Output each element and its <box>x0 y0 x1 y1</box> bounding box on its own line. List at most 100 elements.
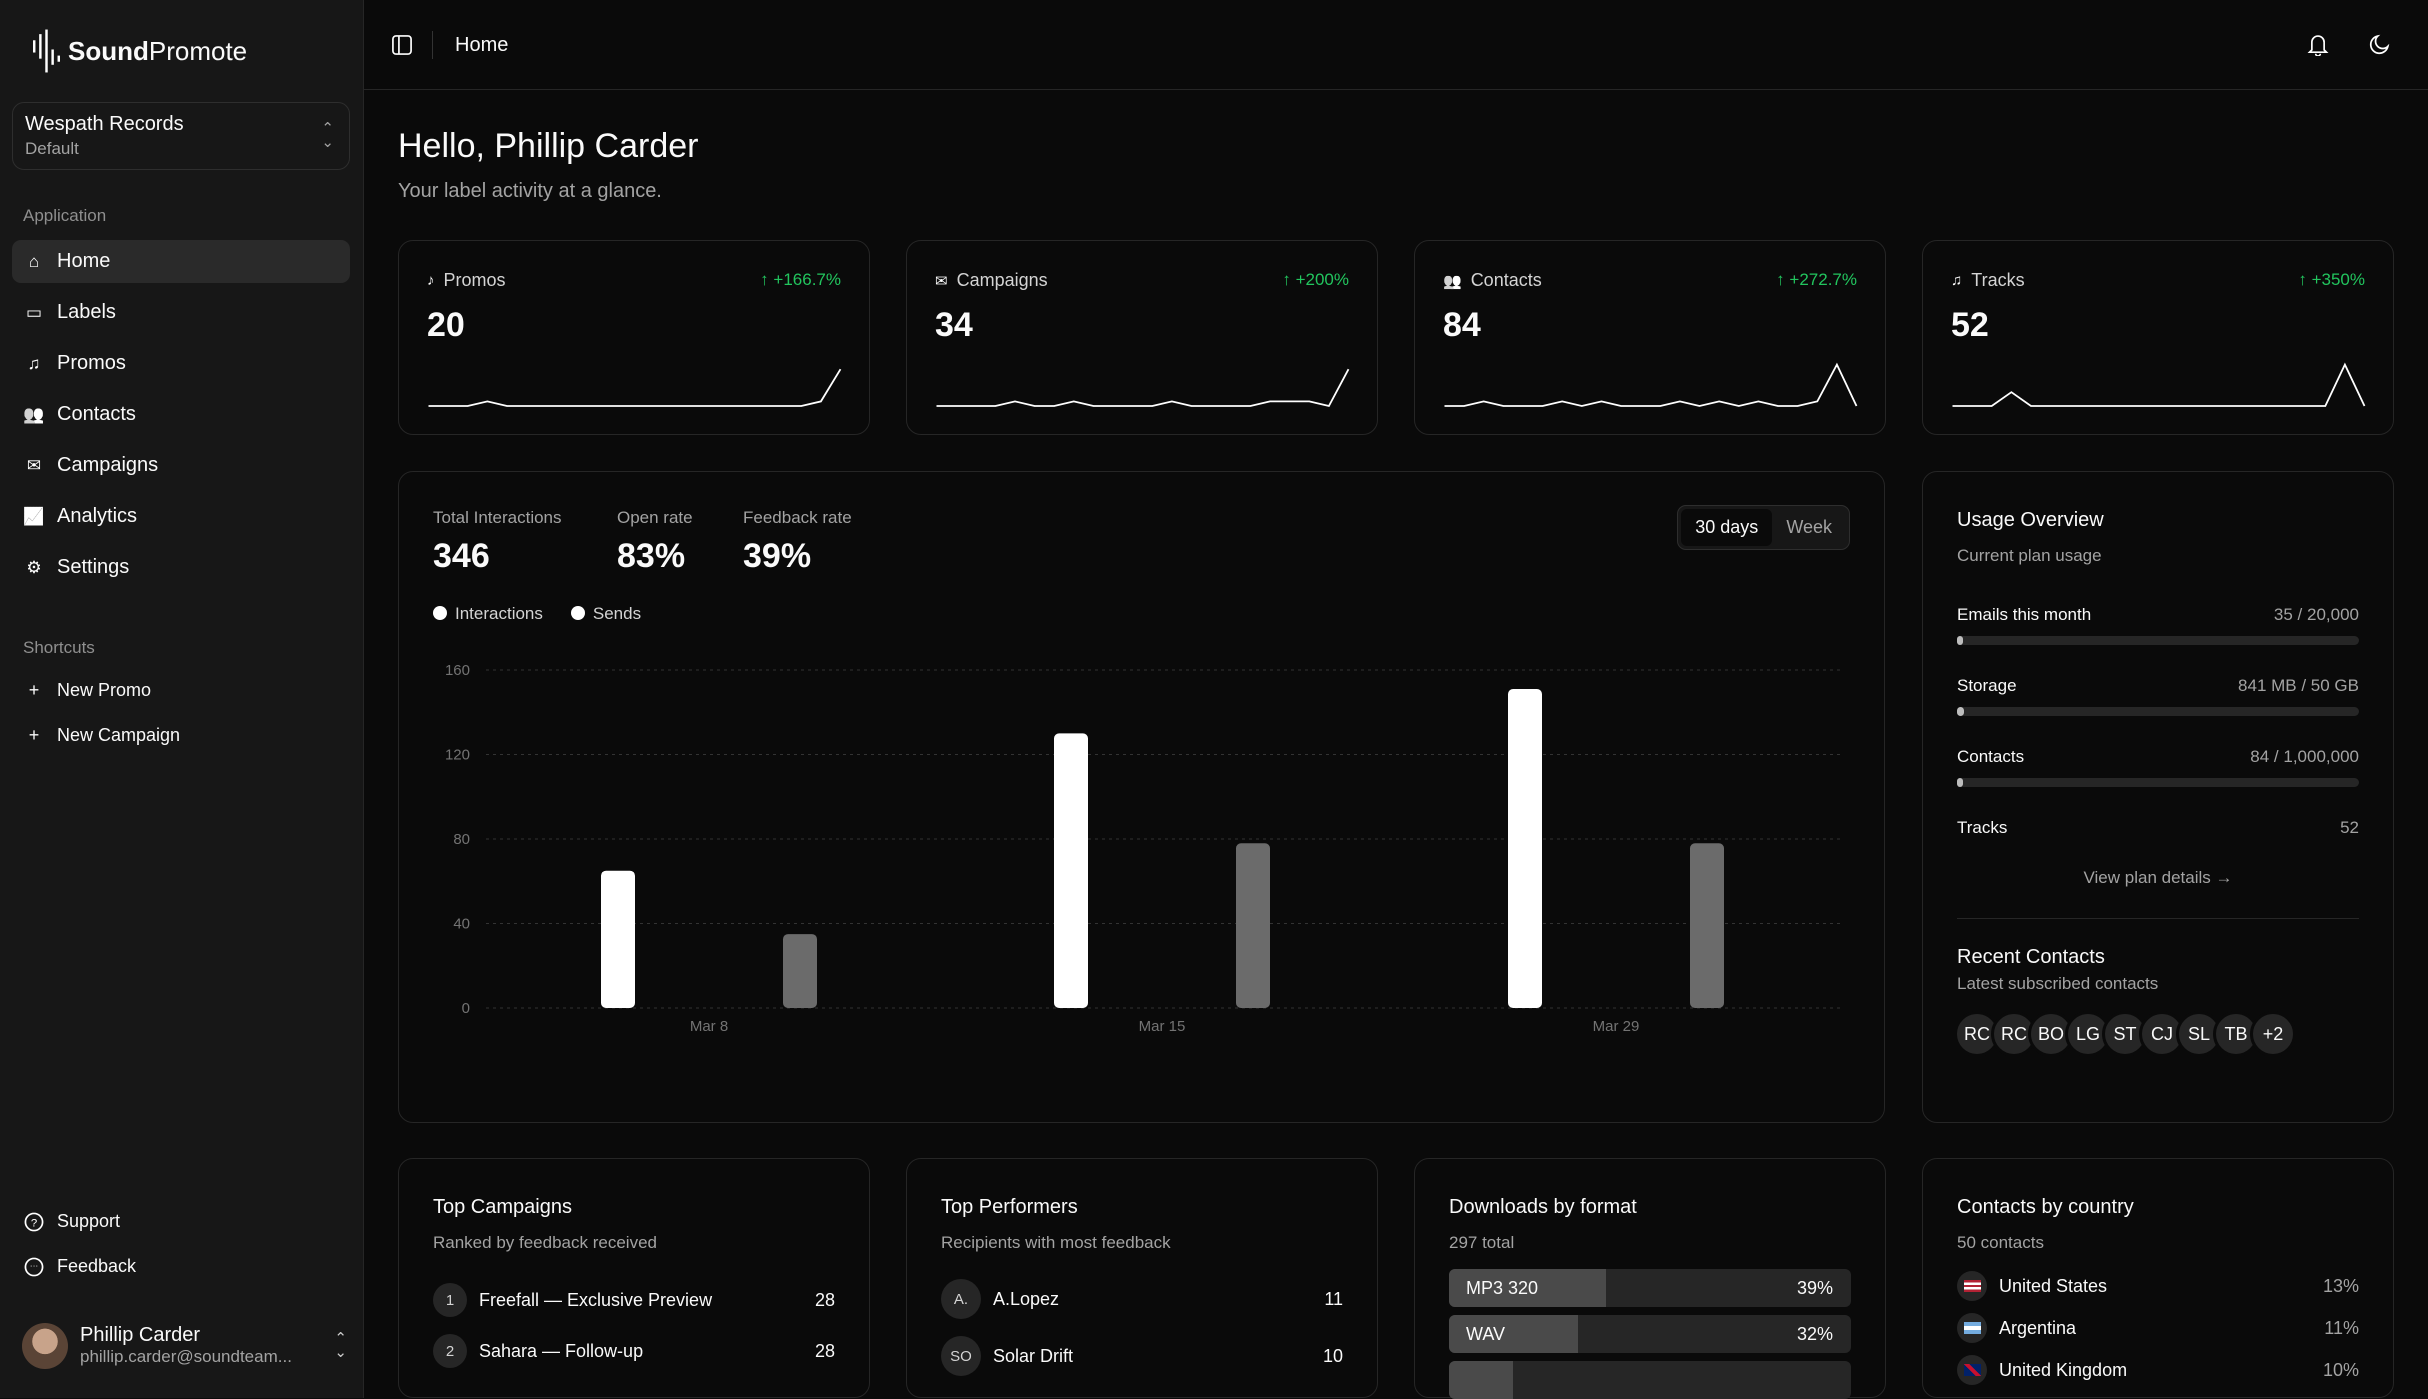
chart-icon: 📈 <box>23 506 45 526</box>
stat-card-campaigns[interactable]: ✉ Campaigns ↑ +200% 34 <box>906 240 1378 435</box>
legend-sends: Sends <box>570 604 641 624</box>
stat-icon: ♫ <box>1951 272 1963 289</box>
list-item[interactable]: A. A.Lopez 11 <box>941 1279 1343 1319</box>
stat-label: ♫ Tracks <box>1951 270 2025 291</box>
view-plan-details-link[interactable]: View plan details → <box>2083 868 2233 887</box>
moon-icon[interactable] <box>2369 33 2391 55</box>
bell-icon[interactable] <box>2307 33 2329 56</box>
arrow-up-icon: ↑ <box>1776 270 1790 289</box>
bar-sends <box>1236 843 1270 1008</box>
sidebar-item-labels[interactable]: ▭ Labels <box>12 291 350 334</box>
sidebar-item-settings[interactable]: ⚙ Settings <box>12 546 350 589</box>
group-label-shortcuts: Shortcuts <box>23 638 95 657</box>
format-bar-fill <box>1449 1269 1606 1307</box>
range-tabs: 30 days Week <box>1677 505 1850 550</box>
usage-row: Emails this month 35 / 20,000 <box>1957 605 2359 645</box>
support-label: Support <box>57 1211 121 1231</box>
usage-progress <box>1957 778 2359 787</box>
usage-overview-card: Usage Overview Current plan usage Emails… <box>1922 471 2394 1123</box>
country-pct: 10% <box>2322 1359 2359 1380</box>
bar-interactions <box>601 870 635 1008</box>
card-title: Top Campaigns <box>433 1196 572 1218</box>
org-plan: Default <box>25 139 79 158</box>
format-bar-fill <box>1449 1361 1514 1399</box>
logo[interactable]: SoundPromote <box>31 28 247 74</box>
usage-progress-fill <box>1957 636 1963 645</box>
format-pct: 39% <box>1796 1278 1833 1298</box>
shortcut-label: New Campaign <box>57 725 181 745</box>
ar-flag-icon <box>1957 1313 1987 1343</box>
top-campaigns-card: Top Campaigns Ranked by feedback receive… <box>398 1158 870 1398</box>
shortcut-new-promo[interactable]: + New Promo <box>12 669 350 712</box>
sidebar-item-label: Settings <box>57 556 130 578</box>
performer-name: A.Lopez <box>993 1288 1060 1309</box>
list-item: United States 13% <box>1957 1271 2359 1301</box>
stat-label-text: Tracks <box>1971 270 2025 290</box>
contact-avatar[interactable]: +2 <box>2250 1011 2296 1057</box>
sidebar-toggle-icon[interactable] <box>392 35 412 55</box>
shortcut-new-campaign[interactable]: + New Campaign <box>12 714 350 757</box>
sidebar-item-promos[interactable]: ♫ Promos <box>12 342 350 385</box>
stat-change: ↑ +350% <box>2298 270 2365 290</box>
chart-legend: Interactions Sends <box>433 604 641 624</box>
list-item[interactable]: 2 Sahara — Follow-up 28 <box>433 1334 835 1368</box>
usage-row: Storage 841 MB / 50 GB <box>1957 676 2359 716</box>
page-subtitle: Your label activity at a glance. <box>398 180 662 202</box>
country-name: United Kingdom <box>1999 1359 2128 1380</box>
format-bar-fill <box>1449 1315 1578 1353</box>
card-subtitle: Recipients with most feedback <box>941 1233 1171 1252</box>
org-switcher[interactable]: Wespath Records Default ⌃ ⌄ <box>12 102 350 170</box>
country-name: United States <box>1999 1275 2108 1296</box>
stat-label-text: Promos <box>443 270 506 290</box>
recent-contacts-title: Recent Contacts <box>1957 946 2105 968</box>
contact-avatar[interactable]: TB <box>2213 1011 2259 1057</box>
downloads-by-format-card: Downloads by format 297 total MP3 320 39%… <box>1414 1158 1886 1399</box>
usage-value: 841 MB / 50 GB <box>2238 676 2359 695</box>
home-icon: ⌂ <box>28 251 40 271</box>
usage-label: Storage <box>1957 676 2017 695</box>
metric-2: Feedback rate 39% <box>743 508 852 576</box>
mail-icon: ✉ <box>26 455 42 475</box>
metric-label: Total Interactions <box>433 508 562 527</box>
arrow-up-icon: ↑ <box>1282 270 1296 289</box>
stat-card-contacts[interactable]: 👥 Contacts ↑ +272.7% 84 <box>1414 240 1886 435</box>
stat-change: ↑ +166.7% <box>760 270 841 290</box>
sidebar-item-home[interactable]: ⌂ Home <box>12 240 350 283</box>
stat-icon: ♪ <box>427 272 435 289</box>
sidebar-item-campaigns[interactable]: ✉ Campaigns <box>12 444 350 487</box>
stat-card-tracks[interactable]: ♫ Tracks ↑ +350% 52 <box>1922 240 2394 435</box>
feedback-link[interactable]: ··· Feedback <box>12 1245 350 1288</box>
card-subtitle: 297 total <box>1449 1233 1515 1252</box>
usage-label: Emails this month <box>1957 605 2092 624</box>
sidebar-item-analytics[interactable]: 📈 Analytics <box>12 495 350 538</box>
list-item[interactable]: SO Solar Drift 10 <box>941 1336 1343 1376</box>
list-item[interactable]: 1 Freefall — Exclusive Preview 28 <box>433 1283 835 1317</box>
bar-sends <box>1690 843 1724 1008</box>
format-bar: MP3 320 39% <box>1449 1269 1851 1307</box>
stat-label: ♪ Promos <box>427 270 506 291</box>
stat-card-promos[interactable]: ♪ Promos ↑ +166.7% 20 <box>398 240 870 435</box>
us-flag-icon <box>1957 1271 1987 1301</box>
support-link[interactable]: ? Support <box>12 1200 350 1243</box>
message-icon: ··· <box>23 1256 45 1278</box>
sidebar-item-contacts[interactable]: 👥 Contacts <box>12 393 350 436</box>
usage-value: 84 / 1,000,000 <box>2250 747 2359 766</box>
rank-badge: 1 <box>433 1283 467 1317</box>
x-tick-label: Mar 29 <box>1593 1018 1640 1035</box>
legend-dot <box>433 606 447 620</box>
user-menu[interactable]: Phillip Carder phillip.carder@soundteam..… <box>22 1319 347 1372</box>
svg-text:?: ? <box>31 1217 37 1229</box>
stat-label-text: Campaigns <box>956 270 1048 290</box>
country-pct: 11% <box>2324 1317 2359 1338</box>
stat-label: 👥 Contacts <box>1443 270 1542 291</box>
brand-light: Promote <box>148 35 248 66</box>
format-label: MP3 320 <box>1466 1278 1539 1298</box>
campaign-name: Freefall — Exclusive Preview <box>479 1289 713 1310</box>
performer-name: Solar Drift <box>993 1345 1074 1366</box>
tab-week[interactable]: Week <box>1786 517 1832 537</box>
tab-30-days[interactable]: 30 days <box>1681 509 1773 546</box>
usage-row: Contacts 84 / 1,000,000 <box>1957 747 2359 787</box>
bar-interactions <box>1054 733 1088 1008</box>
sparkline <box>936 368 1350 408</box>
breadcrumb[interactable]: Home <box>455 34 509 56</box>
